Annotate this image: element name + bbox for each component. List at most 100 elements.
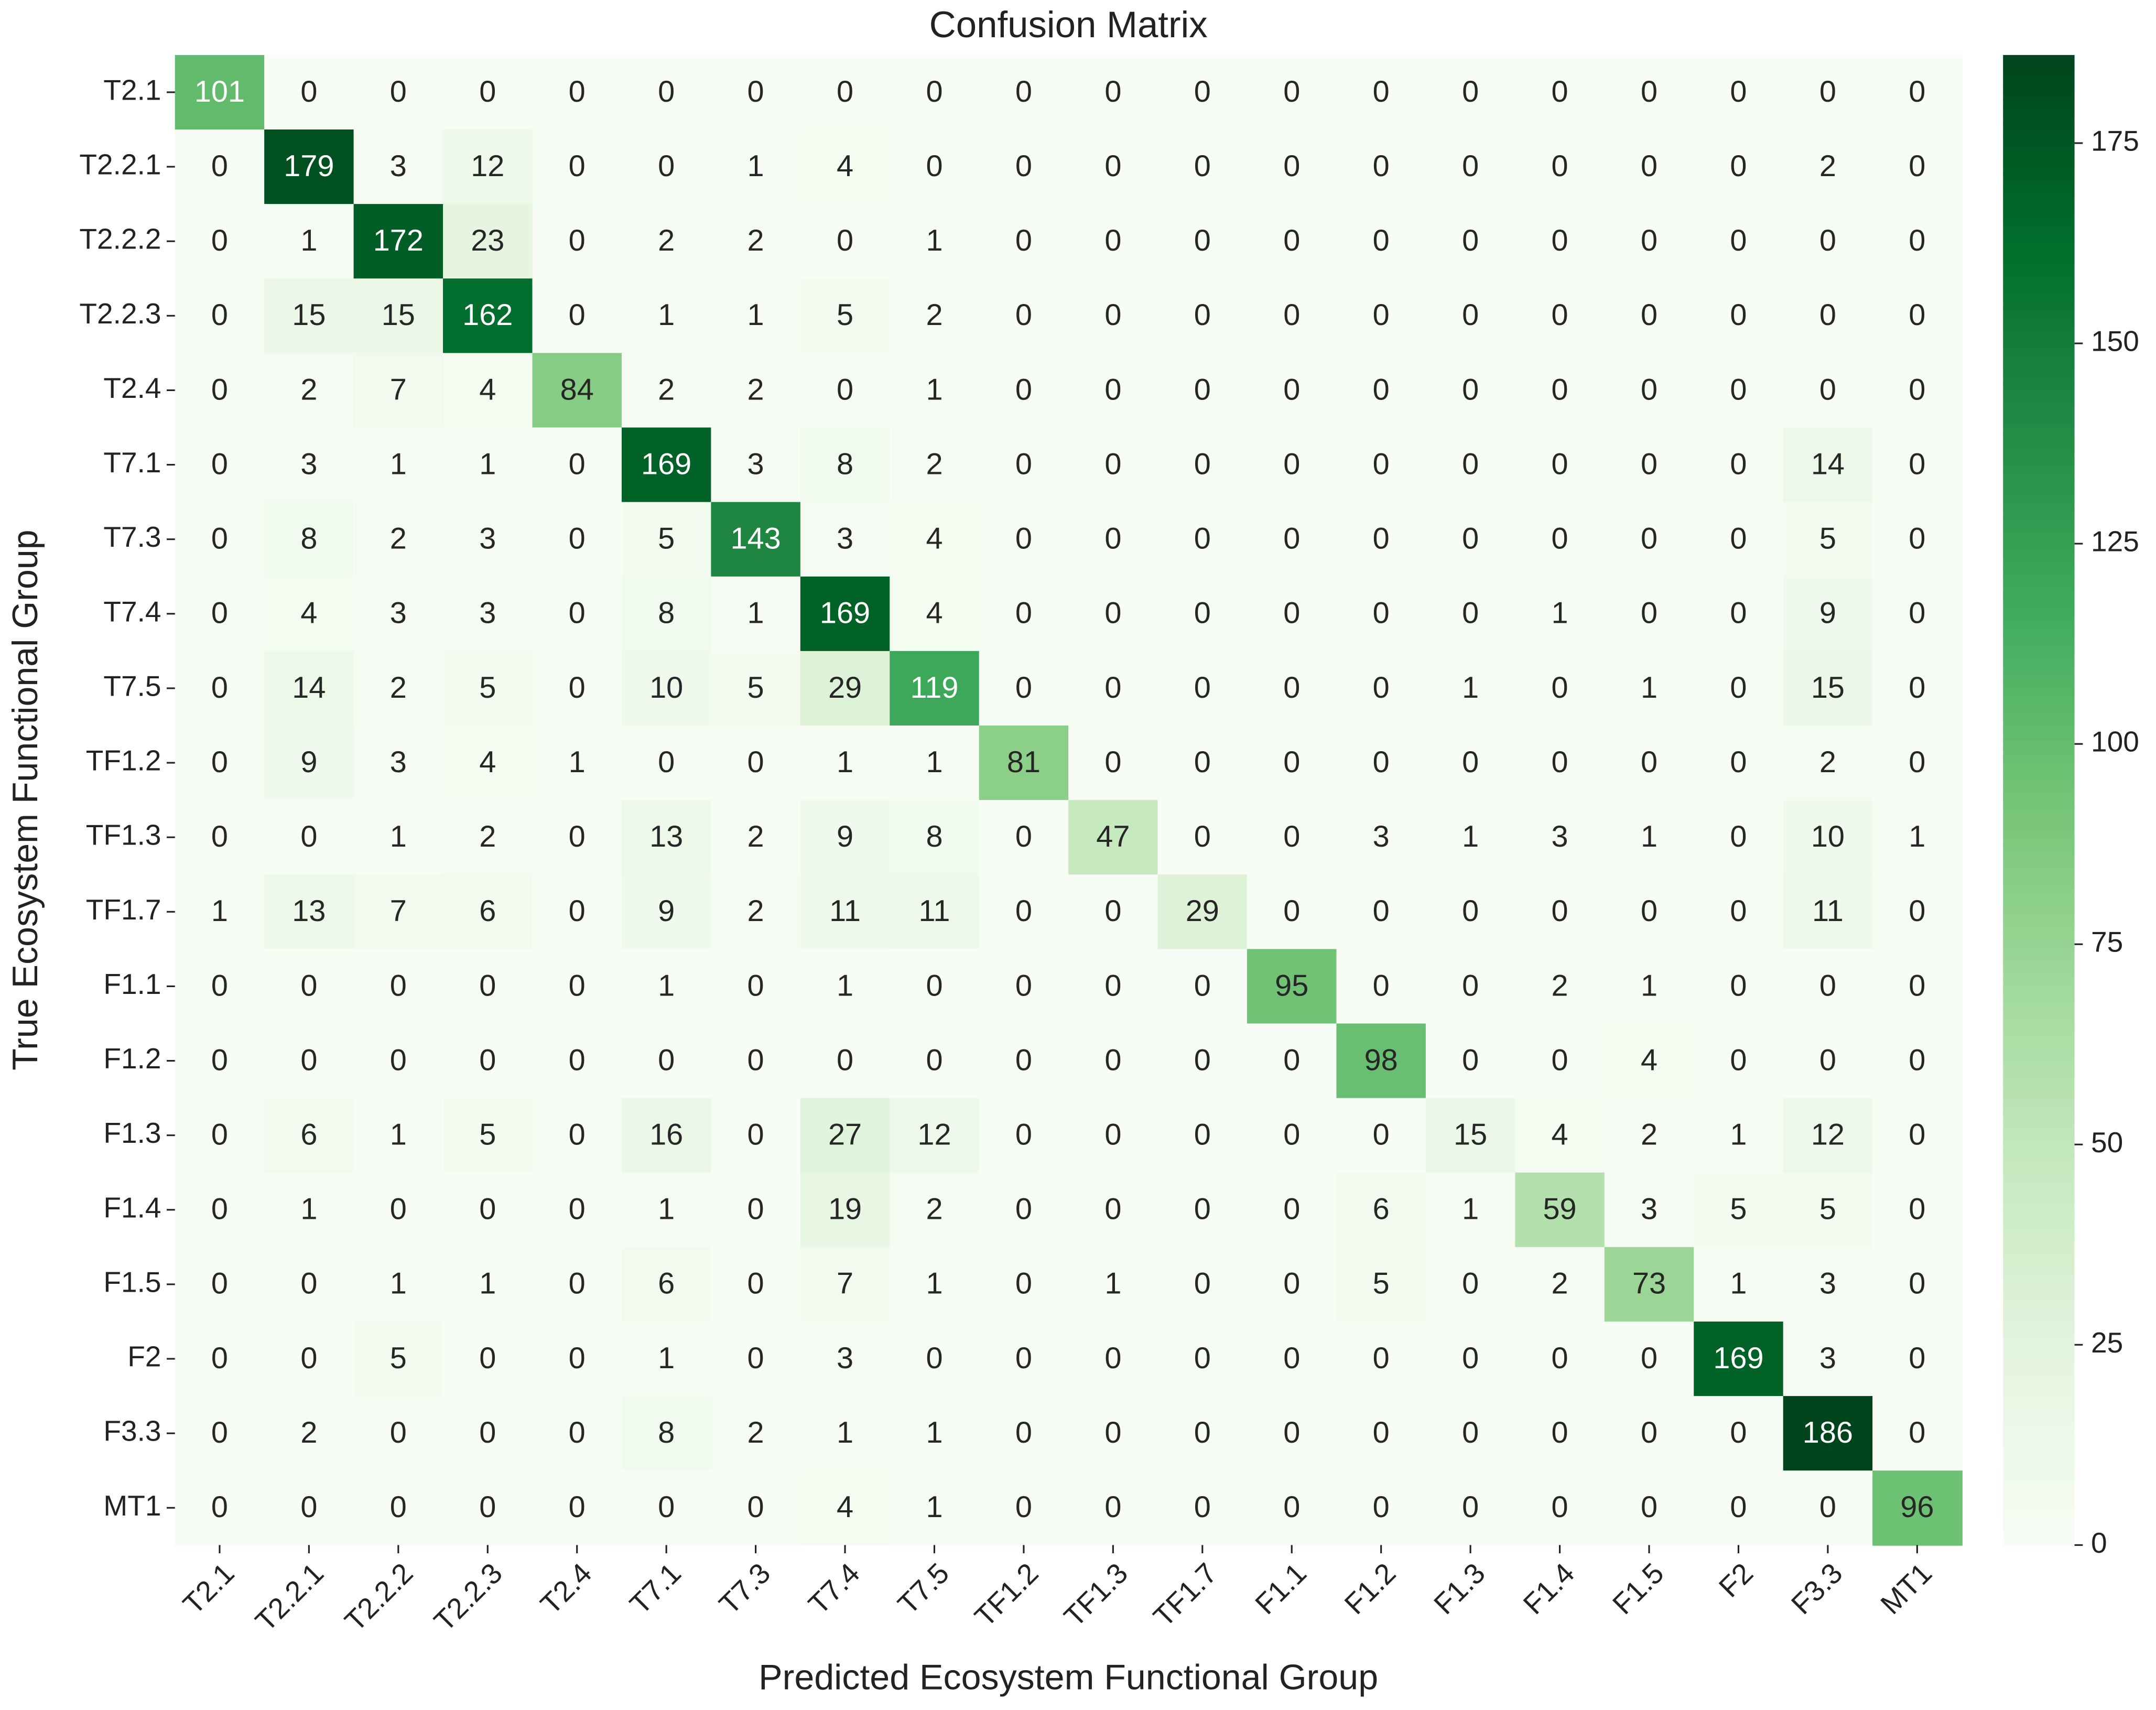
cell-label: 0 — [211, 671, 228, 705]
colorbar-segment — [2003, 777, 2075, 786]
heatmap-cell — [532, 874, 623, 950]
cell-label: 2 — [926, 447, 942, 481]
cell-label: 0 — [1015, 447, 1032, 481]
colorbar-segment — [2003, 1292, 2075, 1300]
x-tick-label: T7.1 — [623, 1556, 687, 1620]
cell-label: 0 — [569, 447, 586, 481]
cell-label: 0 — [926, 149, 942, 183]
colorbar-tick-label: 25 — [2091, 1326, 2123, 1359]
heatmap-cell — [1515, 576, 1606, 652]
heatmap-cell — [1425, 427, 1516, 503]
heatmap-cell — [443, 278, 533, 354]
heatmap-cell — [621, 949, 712, 1024]
colorbar-segment — [2003, 55, 2075, 63]
colorbar-segment — [2003, 1165, 2075, 1174]
cell-label: 0 — [1373, 745, 1390, 779]
cell-label: 0 — [1552, 671, 1568, 705]
colorbar-segment — [2003, 561, 2075, 570]
y-tick-label: TF1.2 — [86, 744, 161, 777]
cell-label: 0 — [1730, 1043, 1747, 1077]
cell-label: 19 — [828, 1193, 862, 1226]
heatmap-cell — [1604, 874, 1695, 950]
heatmap-cell — [1157, 949, 1248, 1024]
colorbar-segment — [2003, 1373, 2075, 1382]
heatmap-cell — [264, 353, 354, 428]
heatmap-cell — [443, 874, 533, 950]
heatmap-cell — [1425, 129, 1516, 205]
colorbar-segment — [2003, 1075, 2075, 1084]
heatmap-cell — [800, 129, 891, 205]
colorbar-segment — [2003, 286, 2075, 295]
heatmap-cell — [890, 1023, 980, 1099]
heatmap-cell — [800, 725, 891, 801]
cell-label: 0 — [1730, 894, 1747, 928]
colorbar-segment — [2003, 1455, 2075, 1464]
cell-label: 4 — [1641, 1043, 1657, 1077]
colorbar-segment — [2003, 763, 2075, 771]
y-tick-label: T2.2.3 — [79, 297, 161, 330]
cell-label: 0 — [479, 1341, 496, 1375]
cell-label: 0 — [569, 1193, 586, 1226]
colorbar-segment — [2003, 852, 2075, 861]
cell-label: 0 — [1104, 1490, 1121, 1524]
x-tick-label: F2 — [1713, 1556, 1759, 1603]
heatmap-cell — [1872, 129, 1963, 205]
cell-label: 0 — [1015, 969, 1032, 1002]
heatmap-cell — [979, 1098, 1069, 1174]
heatmap-cell — [443, 1470, 533, 1546]
cell-label: 0 — [1015, 1043, 1032, 1077]
colorbar-segment — [2003, 919, 2075, 928]
cell-label: 0 — [1373, 75, 1390, 109]
cell-label: 0 — [1641, 597, 1657, 630]
cell-label: 0 — [658, 1490, 675, 1524]
cell-label: 0 — [1015, 597, 1032, 630]
heatmap-cell — [1247, 874, 1337, 950]
cell-label: 15 — [1811, 671, 1845, 705]
heatmap-cell — [1068, 353, 1158, 428]
cell-label: 5 — [1373, 1267, 1390, 1301]
cell-label: 0 — [1552, 1341, 1568, 1375]
colorbar-segment — [2003, 666, 2075, 675]
heatmap-cell — [1783, 1172, 1873, 1248]
colorbar-tick-label: 0 — [2091, 1527, 2107, 1559]
heatmap-cell — [979, 1247, 1069, 1323]
cell-label: 0 — [1730, 597, 1747, 630]
heatmap-cell — [1068, 278, 1158, 354]
heatmap-cell — [711, 55, 801, 131]
cell-label: 0 — [1819, 373, 1836, 406]
heatmap-cell — [1872, 1172, 1963, 1248]
cell-label: 0 — [1909, 224, 1925, 257]
x-tick-label: T7.5 — [891, 1556, 955, 1620]
heatmap-cell — [532, 129, 623, 205]
heatmap-cell — [1157, 1098, 1248, 1174]
heatmap-cell — [1604, 502, 1695, 578]
cell-label: 0 — [569, 298, 586, 332]
cell-label: 2 — [747, 894, 764, 928]
heatmap-cell — [1515, 1023, 1606, 1099]
cell-label: 1 — [747, 597, 764, 630]
x-tick-label: T7.4 — [802, 1556, 866, 1620]
colorbar-segment — [2003, 971, 2075, 980]
colorbar-segment — [2003, 1060, 2075, 1069]
cell-label: 1 — [1730, 1267, 1747, 1301]
heatmap-cell — [175, 1470, 265, 1546]
cell-label: 96 — [1900, 1490, 1934, 1524]
cell-label: 0 — [1373, 522, 1390, 556]
cell-label: 0 — [1641, 298, 1657, 332]
cell-label: 6 — [1373, 1193, 1390, 1226]
colorbar-segment — [2003, 986, 2075, 995]
colorbar-segment — [2003, 1485, 2075, 1494]
heatmap-cell — [443, 129, 533, 205]
cell-label: 8 — [658, 597, 675, 630]
cell-label: 6 — [479, 894, 496, 928]
cell-label: 12 — [917, 1118, 951, 1152]
cell-label: 0 — [1015, 224, 1032, 257]
colorbar-segment — [2003, 397, 2075, 406]
x-tick-label: F1.2 — [1338, 1556, 1402, 1620]
heatmap-cell — [264, 1321, 354, 1397]
heatmap-cell — [800, 1172, 891, 1248]
colorbar-segment — [2003, 159, 2075, 168]
colorbar-segment — [2003, 1225, 2075, 1233]
colorbar-segment — [2003, 457, 2075, 466]
colorbar-segment — [2003, 770, 2075, 779]
